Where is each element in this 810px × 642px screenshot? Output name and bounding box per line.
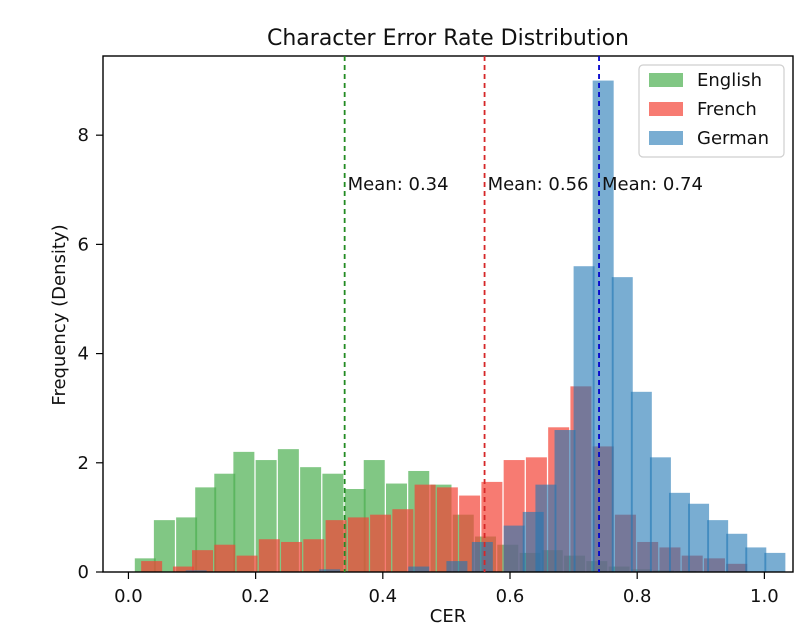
histogram-bar-german-16 (707, 520, 729, 572)
histogram-bar-german-7 (535, 484, 557, 572)
histogram-bar-german-14 (668, 492, 690, 572)
mean-label-1: Mean: 0.56 (488, 174, 589, 195)
x-tick-label-1: 0.2 (241, 586, 270, 607)
y-axis-label: Frequency (Density) (49, 224, 70, 405)
histogram-bar-french-9 (347, 517, 369, 572)
axes-group: 0.0 0.2 0.4 0.6 0.8 1.0 0 2 4 6 8 (78, 55, 794, 607)
histogram-bar-french-13 (436, 487, 458, 572)
mean-label-0: Mean: 0.34 (348, 174, 449, 195)
histogram-bar-german-13 (649, 457, 671, 572)
histogram-bar-french-0 (141, 561, 163, 572)
histogram-bar-german-3 (446, 561, 468, 572)
legend-label-french: French (697, 99, 757, 120)
histogram-bar-french-7 (303, 539, 325, 572)
histogram-bar-english-2 (176, 517, 198, 572)
histogram-bar-german-19 (764, 552, 786, 572)
histogram-bar-german-9 (573, 266, 595, 572)
y-tick-label-1: 2 (78, 453, 89, 474)
x-tick-label-3: 0.6 (496, 586, 525, 607)
plot-border (102, 55, 794, 573)
histogram-bar-french-8 (325, 520, 347, 572)
y-tick-label-4: 8 (78, 125, 89, 146)
histogram-bar-german-1 (319, 569, 341, 572)
histogram-bar-english-1 (153, 520, 175, 572)
x-tick-label-4: 0.8 (623, 586, 652, 607)
histogram-bar-german-12 (630, 391, 652, 572)
histogram-bar-german-11 (611, 277, 633, 572)
histogram-bar-german-5 (503, 525, 525, 572)
histogram-bar-german-15 (688, 503, 710, 572)
histogram-bar-french-3 (214, 544, 236, 572)
histogram-bar-french-1 (172, 566, 194, 572)
histogram-bar-french-10 (370, 514, 392, 572)
legend-swatch-german (649, 131, 683, 145)
histogram-bar-french-12 (414, 484, 436, 572)
y-tick-label-2: 4 (78, 344, 89, 365)
legend-swatch-english (649, 73, 683, 87)
histogram-bar-german-10 (592, 80, 614, 572)
x-axis-label: CER (430, 606, 466, 627)
histogram-bar-german-18 (745, 547, 767, 572)
x-tick-label-5: 1.0 (750, 586, 779, 607)
histogram-bar-french-4 (236, 555, 258, 572)
histogram-bar-french-11 (392, 509, 414, 572)
histogram-bar-french-6 (281, 541, 303, 572)
histogram-series-german (185, 80, 786, 572)
legend: English French German (638, 64, 785, 158)
histogram-bar-german-4 (471, 541, 493, 572)
mean-label-2: Mean: 0.74 (602, 174, 703, 195)
x-tick-label-2: 0.4 (368, 586, 397, 607)
y-tick-label-0: 0 (78, 562, 89, 583)
mean-lines-group: Mean: 0.34 Mean: 0.56 Mean: 0.74 (343, 56, 703, 572)
histogram-bar-german-2 (408, 566, 430, 572)
histogram-bar-german-17 (726, 533, 748, 572)
histogram-bar-french-5 (258, 539, 280, 572)
legend-label-german: German (697, 128, 769, 149)
histogram-series-group (134, 80, 786, 572)
histogram-bar-english-5 (233, 451, 255, 572)
x-tick-label-0: 0.0 (114, 586, 143, 607)
chart-title: Character Error Rate Distribution (267, 26, 629, 51)
histogram-bar-english-7 (277, 449, 299, 572)
legend-swatch-french (649, 102, 683, 116)
y-tick-label-3: 6 (78, 234, 89, 255)
legend-label-english: English (697, 70, 762, 91)
histogram-bar-german-8 (554, 430, 576, 572)
histogram-bar-german-0 (185, 570, 207, 572)
histogram-bar-french-2 (192, 550, 214, 572)
